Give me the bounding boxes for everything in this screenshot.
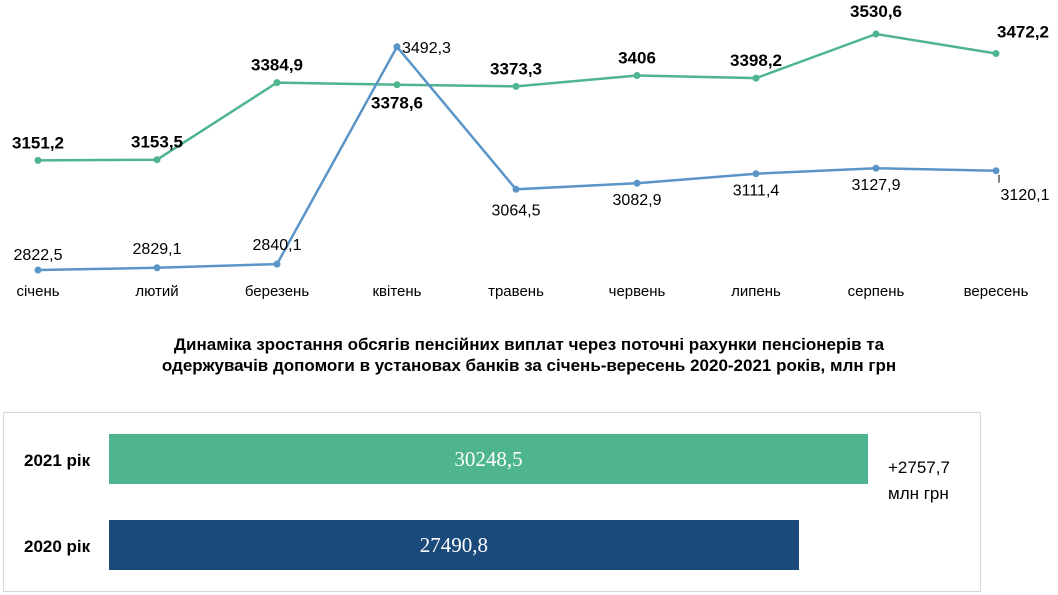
data-label-y2021-6: 3398,2 bbox=[730, 51, 782, 70]
point-y2020-7 bbox=[872, 164, 880, 172]
data-label-y2021-3: 3378,6 bbox=[371, 94, 423, 113]
point-y2020-8 bbox=[992, 167, 1000, 175]
point-y2021-5 bbox=[633, 72, 641, 79]
bar-2020: 27490,8 bbox=[109, 520, 799, 570]
bar-chart-panel bbox=[3, 412, 981, 592]
data-label-y2021-7: 3530,6 bbox=[850, 2, 902, 21]
difference-value: +2757,7 bbox=[888, 458, 950, 477]
point-y2020-6 bbox=[752, 170, 760, 178]
line-chart: 3151,2 3153,5 3384,9 3378,6 3373,3 3406 3398,2… bbox=[12, 2, 1050, 300]
data-label-y2020-0: 2822,5 bbox=[14, 247, 63, 264]
month-label-8: вересень bbox=[964, 283, 1029, 300]
month-label-5: червень bbox=[609, 283, 666, 300]
point-y2021-1 bbox=[153, 156, 161, 164]
point-y2021-2 bbox=[273, 79, 281, 87]
difference-annotation: +2757,7 млн грн bbox=[888, 455, 950, 507]
data-label-y2020-5: 3082,9 bbox=[613, 192, 662, 209]
bar-chart-title: Динаміка зростання обсягів пенсійних вип… bbox=[0, 334, 1058, 376]
month-label-2: березень bbox=[245, 283, 309, 300]
point-y2021-6 bbox=[752, 74, 760, 82]
point-y2020-3 bbox=[393, 43, 401, 51]
point-y2020-1 bbox=[153, 264, 161, 272]
bar-category-2021: 2021 рік bbox=[24, 451, 91, 470]
bar-value-2021: 30248,5 bbox=[454, 446, 523, 471]
point-y2021-8 bbox=[992, 50, 1000, 57]
data-label-y2020-6: 3111,4 bbox=[733, 183, 780, 200]
data-label-y2020-3: 3492,3 bbox=[402, 40, 451, 57]
bar-category-2020: 2020 рік bbox=[24, 537, 91, 556]
month-label-4: травень bbox=[488, 283, 544, 300]
month-label-1: лютий bbox=[135, 283, 178, 300]
data-label-y2021-8: 3472,2 bbox=[997, 23, 1049, 42]
data-label-y2021-1: 3153,5 bbox=[131, 133, 183, 152]
point-y2020-0 bbox=[34, 266, 42, 274]
data-label-y2020-7: 3127,9 bbox=[852, 177, 901, 194]
data-label-y2021-0: 3151,2 bbox=[12, 133, 64, 152]
point-y2021-0 bbox=[34, 156, 42, 164]
point-y2021-3 bbox=[393, 81, 401, 89]
bar-2021: 30248,5 bbox=[109, 434, 868, 484]
month-label-0: січень bbox=[16, 283, 59, 300]
point-y2020-5 bbox=[633, 179, 641, 187]
data-label-y2020-1: 2829,1 bbox=[133, 241, 182, 258]
title-line-2: одержувачів допомоги в установах банків … bbox=[161, 356, 897, 375]
data-label-y2020-2: 2840,1 bbox=[253, 237, 302, 254]
data-label-y2021-4: 3373,3 bbox=[490, 59, 542, 78]
point-y2020-2 bbox=[273, 260, 281, 268]
point-y2021-4 bbox=[512, 82, 520, 90]
data-label-y2021-2: 3384,9 bbox=[251, 56, 303, 75]
title-line-1: Динаміка зростання обсягів пенсійних вип… bbox=[173, 335, 885, 354]
difference-unit: млн грн bbox=[888, 484, 949, 503]
series-line-y2020 bbox=[37, 44, 997, 272]
point-y2021-7 bbox=[872, 30, 880, 38]
data-label-y2021-5: 3406 bbox=[618, 49, 656, 68]
bar-value-2020: 27490,8 bbox=[419, 532, 489, 557]
data-label-y2020-4: 3064,5 bbox=[492, 202, 541, 219]
month-label-7: серпень bbox=[848, 283, 905, 300]
month-label-6: липень bbox=[731, 283, 781, 300]
point-y2020-4 bbox=[512, 185, 520, 193]
data-label-y2020-8: 3120,1 bbox=[1001, 187, 1050, 204]
month-label-3: квітень bbox=[372, 283, 421, 300]
